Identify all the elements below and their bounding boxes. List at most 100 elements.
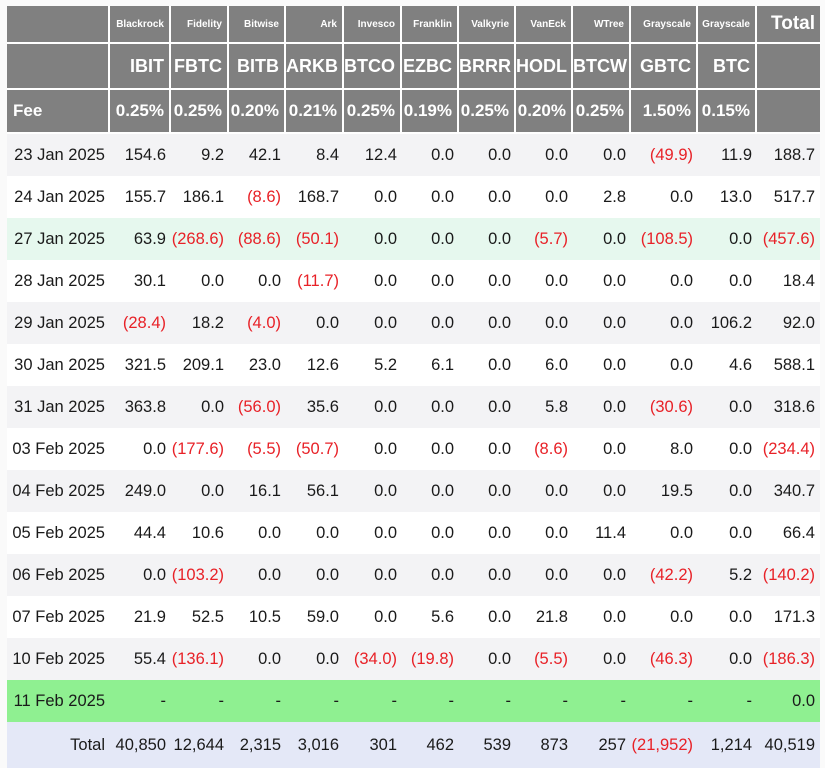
flow-value: (42.2) (631, 554, 698, 596)
flow-value: (30.6) (631, 386, 698, 428)
provider-header: VanEck (516, 6, 573, 44)
flow-value: 0.0 (573, 470, 631, 512)
provider-header: Valkyrie (459, 6, 516, 44)
date-cell: 23 Jan 2025 (7, 134, 110, 176)
flow-value: (103.2) (171, 554, 229, 596)
flow-value: 0.0 (698, 638, 757, 680)
row-total-value: (186.3) (757, 638, 820, 680)
flow-row: 27 Jan 2025 63.9 (268.6) (88.6) (50.1) 0.0 0.0… (7, 218, 820, 260)
flow-value: 0.0 (459, 260, 516, 302)
flow-value: 0.0 (402, 302, 459, 344)
flow-value: 0.0 (698, 512, 757, 554)
provider-header: Bitwise (229, 6, 286, 44)
total-value: 539 (459, 722, 516, 768)
flow-value: 16.1 (229, 470, 286, 512)
flow-value: 0.0 (171, 470, 229, 512)
ticker-header: GBTC (631, 44, 698, 90)
flow-value: 0.0 (286, 302, 344, 344)
flow-row: 07 Feb 2025 21.9 52.5 10.5 59.0 0.0 5.6 0.0 21.8… (7, 596, 820, 638)
fee-value: 0.25% (110, 90, 171, 134)
flow-value: 56.1 (286, 470, 344, 512)
flow-value: 0.0 (516, 302, 573, 344)
row-total-value: 18.4 (757, 260, 820, 302)
provider-header: Ark (286, 6, 344, 44)
ticker-header: EZBC (402, 44, 459, 90)
total-column-blank-cell (757, 44, 820, 90)
row-total-value: (140.2) (757, 554, 820, 596)
daily-flow-rows: 23 Jan 2025 154.6 9.2 42.1 8.4 12.4 0.0 0.0 0.0 0… (7, 134, 820, 722)
flow-row: 24 Jan 2025 155.7 186.1 (8.6) 168.7 0.0 0.0 0.0… (7, 176, 820, 218)
flow-value: 35.6 (286, 386, 344, 428)
flow-value: 0.0 (459, 344, 516, 386)
flow-value: - (516, 680, 573, 722)
total-row-label: Total (7, 722, 110, 768)
row-total-value: 171.3 (757, 596, 820, 638)
date-cell: 03 Feb 2025 (7, 428, 110, 470)
provider-header: WTree (573, 6, 631, 44)
provider-header: Fidelity (171, 6, 229, 44)
total-value: 12,644 (171, 722, 229, 768)
flow-value: 0.0 (344, 260, 402, 302)
flow-value: 0.0 (229, 554, 286, 596)
flow-value: 0.0 (402, 176, 459, 218)
fee-value: 0.20% (516, 90, 573, 134)
flow-value: 4.6 (698, 344, 757, 386)
flow-value: - (459, 680, 516, 722)
flow-value: - (171, 680, 229, 722)
flow-value: 55.4 (110, 638, 171, 680)
flow-row: 23 Jan 2025 154.6 9.2 42.1 8.4 12.4 0.0 0.0 0.0 0… (7, 134, 820, 176)
flow-value: (5.5) (516, 638, 573, 680)
flow-value: (268.6) (171, 218, 229, 260)
flow-value: 0.0 (573, 638, 631, 680)
flow-value: 0.0 (573, 302, 631, 344)
flow-value: (177.6) (171, 428, 229, 470)
flow-value: 0.0 (110, 428, 171, 470)
flow-value: 0.0 (516, 512, 573, 554)
flow-value: (46.3) (631, 638, 698, 680)
flow-value: 0.0 (402, 218, 459, 260)
date-cell: 06 Feb 2025 (7, 554, 110, 596)
fee-header-row: Fee 0.25% 0.25% 0.20% 0.21% 0.25% 0.19% 0.25% 0.… (7, 90, 820, 134)
flow-value: (19.8) (402, 638, 459, 680)
row-total-value: 517.7 (757, 176, 820, 218)
flow-value: 42.1 (229, 134, 286, 176)
flow-value: (136.1) (171, 638, 229, 680)
row-total-value: 66.4 (757, 512, 820, 554)
flow-value: 0.0 (631, 302, 698, 344)
total-value: 873 (516, 722, 573, 768)
flow-value: 0.0 (631, 260, 698, 302)
flow-value: (8.6) (516, 428, 573, 470)
provider-header: Blackrock (110, 6, 171, 44)
fee-value: 0.25% (171, 90, 229, 134)
fee-value: 0.19% (402, 90, 459, 134)
date-cell: 07 Feb 2025 (7, 596, 110, 638)
fee-value: 0.21% (286, 90, 344, 134)
date-cell: 27 Jan 2025 (7, 218, 110, 260)
flow-value: 0.0 (459, 428, 516, 470)
flow-value: - (402, 680, 459, 722)
flow-value: 0.0 (344, 176, 402, 218)
date-cell: 28 Jan 2025 (7, 260, 110, 302)
total-value: 2,315 (229, 722, 286, 768)
flow-row: 04 Feb 2025 249.0 0.0 16.1 56.1 0.0 0.0 0.0 0.0 0… (7, 470, 820, 512)
flow-value: 0.0 (573, 344, 631, 386)
flow-value: 0.0 (344, 512, 402, 554)
flow-value: 63.9 (110, 218, 171, 260)
flow-value: 0.0 (631, 344, 698, 386)
flow-value: 0.0 (698, 386, 757, 428)
flow-row: 31 Jan 2025 363.8 0.0 (56.0) 35.6 0.0 0.0 0.0 5.… (7, 386, 820, 428)
flow-value: 0.0 (344, 218, 402, 260)
flow-value: 0.0 (573, 218, 631, 260)
fee-value: 1.50% (631, 90, 698, 134)
flow-value: 0.0 (229, 260, 286, 302)
flow-value: 23.0 (229, 344, 286, 386)
flow-value: 0.0 (459, 638, 516, 680)
total-value: 462 (402, 722, 459, 768)
ticker-header: BTCW (573, 44, 631, 90)
corner-cell (7, 6, 110, 44)
flow-value: 10.5 (229, 596, 286, 638)
flow-value: 0.0 (402, 554, 459, 596)
flow-value: 6.1 (402, 344, 459, 386)
flow-value: 18.2 (171, 302, 229, 344)
flow-value: 0.0 (344, 302, 402, 344)
